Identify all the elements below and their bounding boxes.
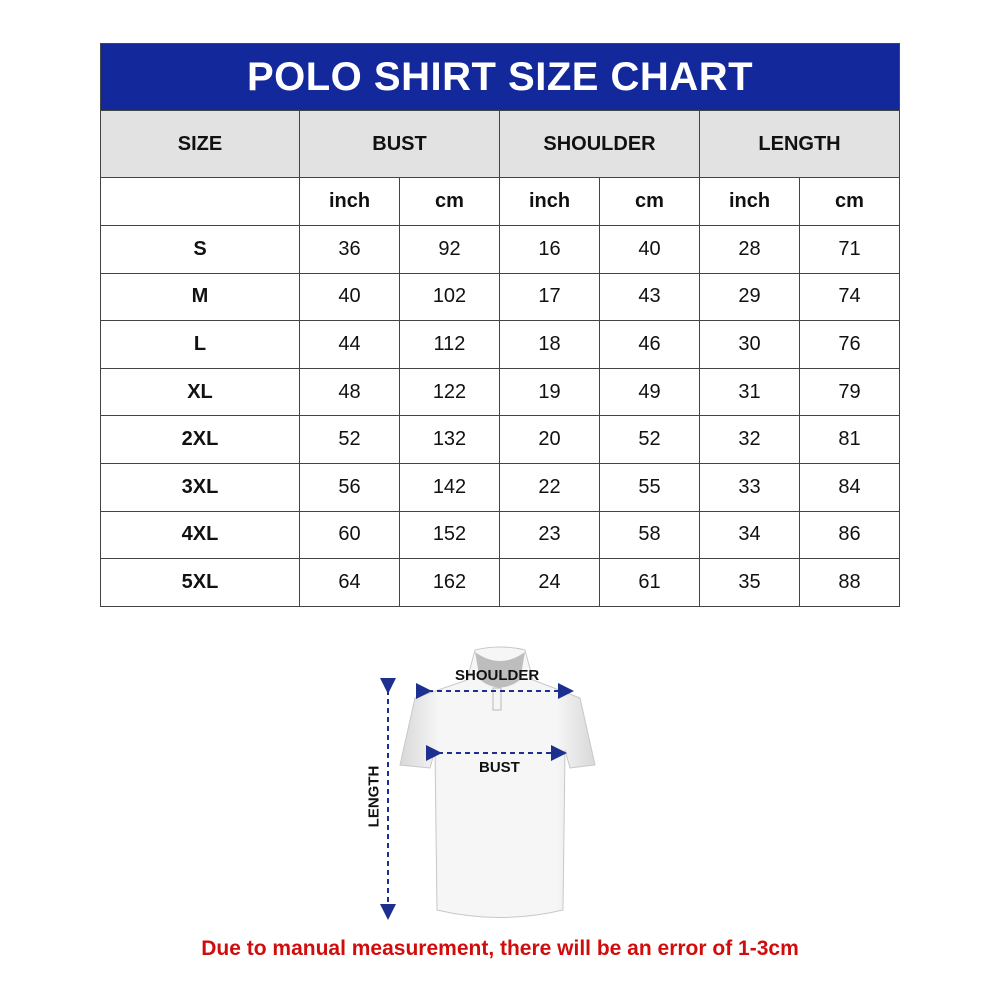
value-cell: 60 (299, 510, 400, 560)
value-cell: 79 (799, 367, 900, 417)
value-cell: 84 (799, 462, 900, 512)
table-row: 4XL 60 152 23 58 34 86 (100, 510, 900, 560)
header-length: LENGTH (699, 110, 900, 178)
value-cell: 74 (799, 272, 900, 322)
value-cell: 43 (599, 272, 700, 322)
value-cell: 86 (799, 510, 900, 560)
value-cell: 19 (499, 367, 600, 417)
value-cell: 49 (599, 367, 700, 417)
value-cell: 36 (299, 225, 400, 274)
value-cell: 29 (699, 272, 800, 322)
value-cell: 44 (299, 320, 400, 369)
unit-blank (100, 177, 300, 226)
unit-cell: cm (399, 177, 500, 226)
value-cell: 46 (599, 320, 700, 369)
value-cell: 112 (399, 320, 500, 369)
value-cell: 28 (699, 225, 800, 274)
header-size: SIZE (100, 110, 300, 178)
value-cell: 48 (299, 367, 400, 417)
chart-title: POLO SHIRT SIZE CHART (100, 43, 900, 111)
value-cell: 22 (499, 462, 600, 512)
unit-cell: cm (799, 177, 900, 226)
value-cell: 40 (599, 225, 700, 274)
measurement-note: Due to manual measurement, there will be… (201, 937, 799, 960)
value-cell: 142 (399, 462, 500, 512)
table-row: XL 48 122 19 49 31 79 (100, 367, 900, 417)
size-cell: 4XL (100, 510, 300, 560)
header-shoulder: SHOULDER (499, 110, 700, 178)
value-cell: 152 (399, 510, 500, 560)
header-bust: BUST (299, 110, 500, 178)
table-row: L 44 112 18 46 30 76 (100, 320, 900, 369)
value-cell: 56 (299, 462, 400, 512)
unit-cell: cm (599, 177, 700, 226)
unit-cell: inch (299, 177, 400, 226)
value-cell: 81 (799, 415, 900, 464)
value-cell: 162 (399, 558, 500, 607)
shoulder-label: SHOULDER (455, 667, 540, 684)
table-row: 5XL 64 162 24 61 35 88 (100, 558, 900, 607)
size-cell: 3XL (100, 462, 300, 512)
size-chart-table: POLO SHIRT SIZE CHART SIZE BUST SHOULDER… (100, 43, 900, 607)
size-cell: M (100, 272, 300, 322)
value-cell: 58 (599, 510, 700, 560)
value-cell: 31 (699, 367, 800, 417)
value-cell: 16 (499, 225, 600, 274)
value-cell: 33 (699, 462, 800, 512)
size-cell: L (100, 320, 300, 369)
value-cell: 76 (799, 320, 900, 369)
table-row: 2XL 52 132 20 52 32 81 (100, 415, 900, 464)
value-cell: 92 (399, 225, 500, 274)
value-cell: 24 (499, 558, 600, 607)
length-label: LENGTH (365, 765, 383, 828)
table-row: M 40 102 17 43 29 74 (100, 272, 900, 322)
value-cell: 64 (299, 558, 400, 607)
value-cell: 20 (499, 415, 600, 464)
bust-label: BUST (479, 759, 520, 776)
shirt-measurement-diagram: SHOULDER BUST LENGTH (355, 640, 625, 930)
value-cell: 102 (399, 272, 500, 322)
size-cell: XL (100, 367, 300, 417)
value-cell: 132 (399, 415, 500, 464)
value-cell: 35 (699, 558, 800, 607)
polo-shirt-illustration (380, 646, 596, 920)
value-cell: 52 (599, 415, 700, 464)
value-cell: 55 (599, 462, 700, 512)
value-cell: 23 (499, 510, 600, 560)
value-cell: 122 (399, 367, 500, 417)
size-cell: 5XL (100, 558, 300, 607)
value-cell: 88 (799, 558, 900, 607)
value-cell: 52 (299, 415, 400, 464)
value-cell: 34 (699, 510, 800, 560)
unit-row: inch cm inch cm inch cm (100, 177, 900, 226)
unit-cell: inch (499, 177, 600, 226)
table-row: S 36 92 16 40 28 71 (100, 225, 900, 274)
value-cell: 61 (599, 558, 700, 607)
value-cell: 17 (499, 272, 600, 322)
value-cell: 40 (299, 272, 400, 322)
size-cell: S (100, 225, 300, 274)
value-cell: 18 (499, 320, 600, 369)
value-cell: 71 (799, 225, 900, 274)
value-cell: 30 (699, 320, 800, 369)
value-cell: 32 (699, 415, 800, 464)
unit-cell: inch (699, 177, 800, 226)
size-cell: 2XL (100, 415, 300, 464)
table-row: 3XL 56 142 22 55 33 84 (100, 462, 900, 512)
